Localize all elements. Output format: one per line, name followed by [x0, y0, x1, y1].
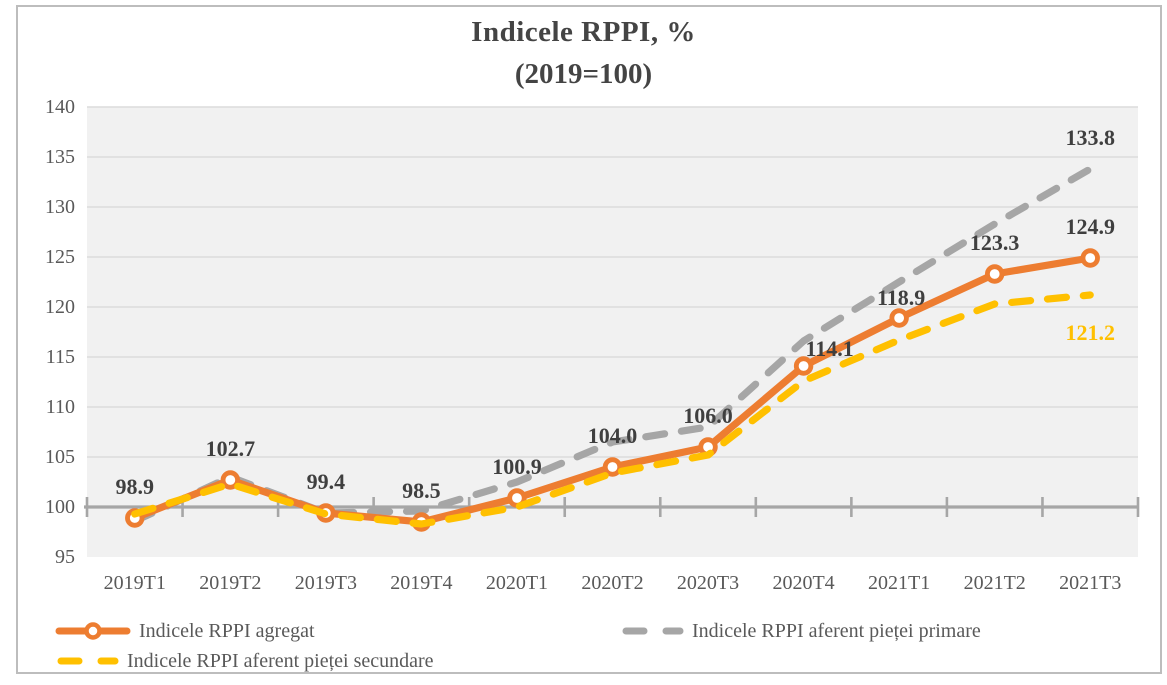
x-tick-label: 2019T2 [199, 572, 262, 594]
data-label: 123.3 [970, 230, 1020, 255]
plot-canvas: 98.9 102.7 99.4 98.5 100.9 104.0 106.0 114.1 118… [84, 106, 1140, 532]
data-point-agregat [220, 470, 241, 490]
data-label: 114.1 [805, 336, 853, 361]
x-tick-label: 2020T1 [485, 572, 549, 594]
x-tick-label: 2021T3 [1059, 572, 1122, 594]
y-tick-label: 115 [45, 346, 75, 368]
data-point-agregat [602, 457, 623, 477]
data-label: 124.9 [1065, 214, 1115, 239]
legend-label-agregat: Indicele RPPI agregat [139, 619, 315, 642]
data-label: 106.0 [683, 403, 733, 428]
y-tick-label: 95 [55, 546, 75, 568]
x-tick-label: 2020T4 [772, 572, 835, 594]
data-label: 98.5 [402, 478, 441, 503]
x-tick-label: 2019T4 [390, 572, 453, 594]
end-label-secundare: 121.2 [1065, 320, 1115, 345]
data-point-agregat [1080, 248, 1100, 268]
chart-title: Indicele RPPI, % [471, 16, 696, 48]
series-line-agregat [131, 254, 1094, 526]
legend-label-secundare: Indicele RPPI aferent pieței secundare [127, 649, 434, 672]
data-label: 100.9 [492, 454, 542, 479]
y-tick-label: 100 [45, 496, 75, 518]
y-tick-label: 130 [45, 196, 75, 218]
data-point-agregat [793, 356, 814, 376]
data-label: 104.0 [588, 423, 638, 448]
y-tick-label: 135 [45, 146, 75, 168]
chart-subtitle: (2019=100) [514, 58, 653, 90]
plot-area: 98.9 102.7 99.4 98.5 100.9 104.0 106.0 114.1 118… [84, 106, 1140, 557]
legend-item-secundare: Indicele RPPI aferent pieței secundare [55, 647, 434, 675]
legend-marker-dashed-line-icon [57, 657, 119, 665]
data-label: 118.9 [877, 285, 925, 310]
x-tick-label: 2019T3 [294, 572, 357, 594]
data-label: 98.9 [116, 474, 155, 499]
data-point-agregat [889, 308, 909, 328]
legend-item-agregat: Indicele RPPI agregat [55, 617, 315, 645]
legend-item-primare: Indicele RPPI aferent pieței primare [620, 617, 981, 645]
series-line-primare [131, 165, 1094, 525]
x-tick-label: 2019T1 [103, 572, 166, 594]
y-tick-label: 125 [45, 246, 75, 268]
x-tick-label: 2021T2 [963, 572, 1026, 594]
data-label: 102.7 [206, 436, 256, 461]
x-tick-label: 2020T2 [581, 572, 644, 594]
y-tick-label: 105 [45, 446, 75, 468]
series-line-secundare [131, 291, 1094, 528]
x-tick-label: 2021T1 [868, 572, 931, 594]
y-tick-label: 110 [45, 396, 75, 418]
legend-label-primare: Indicele RPPI aferent pieței primare [692, 619, 981, 642]
legend-marker-solid-line-icon [55, 622, 131, 640]
data-label: 99.4 [307, 469, 346, 494]
legend-marker-dashed-line-icon [622, 627, 684, 635]
y-tick-label: 120 [45, 296, 75, 318]
x-tick-label: 2020T3 [676, 572, 740, 594]
data-point-agregat [984, 264, 1005, 284]
y-tick-label: 140 [45, 96, 75, 118]
end-label-primare: 133.8 [1065, 125, 1115, 150]
